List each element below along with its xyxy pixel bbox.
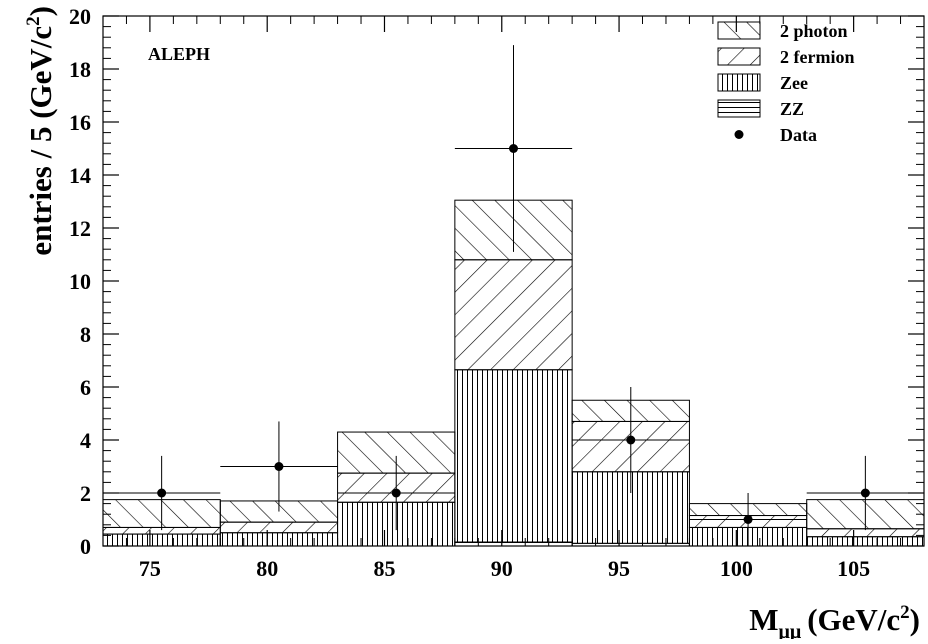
legend-entry-zee: Zee [717,73,808,93]
y-tick-label: 6 [80,375,91,400]
data-point-2 [337,455,455,531]
data-point-0 [103,455,221,531]
legend-label: 2 fermion [780,47,854,67]
x-tick-label: 85 [373,556,395,581]
y-tick-label: 2 [80,481,91,506]
y-tick-label: 18 [69,57,91,82]
x-axis-title: Mμμ (GeV/c2) [749,602,920,639]
legend: 2 photon 2 fermion Zee ZZ Data [717,21,854,145]
x-tick-label: 75 [139,556,161,581]
x-tick-label: 95 [608,556,630,581]
x-tick-label: 80 [256,556,278,581]
bar-zee-bin-3 [454,369,573,543]
y-axis-title: entries / 5 (GeV/c2) [23,6,58,256]
legend-label: Data [780,125,817,145]
data-point-6 [806,455,924,531]
y-tick-label: 8 [80,322,91,347]
data-point-4 [572,387,690,493]
legend-swatch [717,21,761,40]
legend-entry-data: Data [734,125,817,145]
y-tick-label: 14 [69,163,91,188]
legend-marker [734,130,744,139]
bar-zee-bin-1 [219,532,339,547]
bar-zee-bin-0 [102,533,221,547]
legend-entry-zz: ZZ [717,99,804,119]
data-marker [626,435,636,445]
x-tick-label: 100 [720,556,753,581]
legend-label: Zee [780,73,808,93]
legend-swatch [717,73,761,92]
legend-label: 2 photon [780,21,848,41]
data-marker [743,515,753,524]
data-points [103,45,924,546]
data-marker [391,488,401,498]
axis-ticks: 0 2 4 6 8 10 12 14 16 18 20 75 80 85 90 95 100 105 [69,4,925,581]
experiment-label: ALEPH [148,44,210,64]
y-tick-label: 10 [69,269,91,294]
y-tick-label: 0 [80,534,91,559]
bar-2-fermion-bin-1 [219,521,339,534]
y-tick-label: 20 [69,4,91,29]
legend-swatch [717,47,761,66]
bar-2-fermion-bin-3 [454,259,573,371]
y-tick-label: 12 [69,216,91,241]
data-marker [274,462,284,471]
data-point-3 [454,45,573,252]
y-tick-label: 16 [69,110,91,135]
data-marker [157,488,167,498]
data-point-5 [689,493,807,546]
x-tick-label: 90 [491,556,513,581]
y-tick-label: 4 [80,428,91,453]
bar-zee-bin-6 [806,536,925,547]
legend-entry-2-fermion: 2 fermion [717,47,854,67]
legend-entry-2-photon: 2 photon [717,21,848,41]
x-tick-label: 105 [837,556,870,581]
legend-label: ZZ [780,99,804,119]
stacked-bars [102,199,925,547]
data-marker [509,144,518,153]
data-marker [860,488,870,498]
data-point-1 [220,421,338,512]
legend-swatch [717,99,761,118]
